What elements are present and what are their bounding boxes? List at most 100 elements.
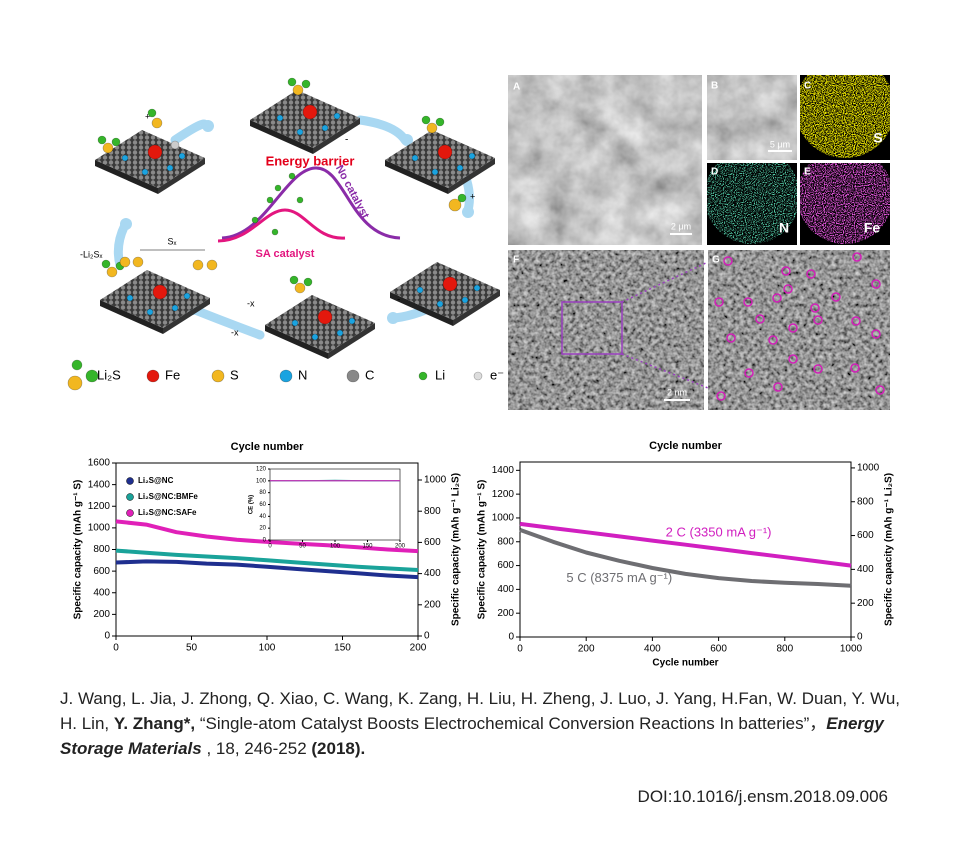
legend-label: S bbox=[230, 367, 239, 382]
legend-label: Li₂S@NC:SAFe bbox=[138, 508, 197, 517]
y-tick-label: 600 bbox=[497, 560, 514, 571]
single-atom-marker bbox=[743, 297, 753, 307]
atom bbox=[102, 142, 114, 154]
schematic: Li₂S Fe S N C Li e⁻ bbox=[67, 77, 504, 391]
sheet-edge bbox=[100, 300, 163, 334]
scale-bar-label: 2 nm bbox=[667, 387, 687, 397]
series-line bbox=[115, 559, 419, 580]
atom bbox=[271, 228, 279, 236]
details: , 18, 246-252 bbox=[201, 739, 312, 758]
panel-label: D bbox=[711, 167, 718, 178]
element-label: S bbox=[873, 130, 882, 146]
step-label: - bbox=[345, 135, 348, 146]
step-label: + bbox=[470, 191, 475, 201]
y-tick-label: 120 bbox=[256, 467, 267, 473]
y-tick-label: 1600 bbox=[88, 458, 111, 469]
atom bbox=[411, 154, 419, 162]
atom bbox=[468, 152, 476, 160]
atom bbox=[437, 144, 453, 160]
year: (2018). bbox=[311, 739, 366, 758]
atom bbox=[121, 154, 129, 162]
single-atom-marker bbox=[723, 256, 733, 266]
y2-tick-label: 1000 bbox=[424, 475, 447, 486]
atom bbox=[85, 369, 99, 383]
atom bbox=[435, 117, 445, 127]
atom bbox=[152, 284, 168, 300]
panel-e-map bbox=[800, 163, 890, 244]
cycle-arrow bbox=[170, 119, 210, 145]
minus-li2sx: -Li₂Sₓ bbox=[80, 249, 102, 259]
atom bbox=[183, 292, 191, 300]
plot-frame bbox=[269, 468, 401, 541]
sheet-edge bbox=[95, 160, 158, 194]
sa-catalyst-curve bbox=[217, 208, 346, 243]
single-atom-marker bbox=[755, 314, 765, 324]
atom bbox=[178, 152, 186, 160]
atom bbox=[166, 164, 174, 172]
scale-bar-label: 2 μm bbox=[671, 221, 691, 231]
y-tick-label: 20 bbox=[259, 526, 266, 532]
single-atom-marker bbox=[726, 333, 736, 343]
authors: J. Wang, L. Jia, J. Zhong, Q. Xiao, C. W… bbox=[60, 689, 901, 733]
atom bbox=[206, 259, 218, 271]
y-tick-label: 100 bbox=[256, 478, 267, 484]
atom bbox=[171, 304, 179, 312]
atom bbox=[71, 359, 83, 371]
atom bbox=[431, 168, 439, 176]
atom bbox=[321, 124, 329, 132]
arrow-head bbox=[401, 134, 413, 146]
atom bbox=[296, 128, 304, 136]
x-tick-label: 400 bbox=[644, 644, 661, 655]
atom bbox=[288, 172, 296, 180]
y2-tick-label: 600 bbox=[857, 530, 874, 541]
atom bbox=[456, 164, 464, 172]
atom bbox=[317, 309, 333, 325]
charts: 0 50 100 150 2000200400600800100012001400160… bbox=[73, 440, 895, 669]
y-tick-label: 200 bbox=[93, 609, 110, 620]
y2-tick-label: 600 bbox=[424, 537, 441, 548]
series-line bbox=[115, 519, 419, 554]
y-axis-label: CE (%) bbox=[249, 495, 255, 514]
sheet-edge bbox=[453, 290, 500, 326]
graphene-sheet bbox=[100, 270, 210, 328]
atom bbox=[151, 117, 163, 129]
single-atom-marker bbox=[851, 316, 861, 326]
x-tick-label: 50 bbox=[299, 544, 306, 550]
zoom-line bbox=[621, 261, 709, 303]
y2-tick-label: 200 bbox=[857, 598, 874, 609]
y-tick-label: 200 bbox=[497, 608, 514, 619]
atom bbox=[97, 135, 107, 145]
panel-b-image bbox=[707, 75, 797, 160]
y2-axis-label: Specific capacity (mAh g⁻¹ Li₂S) bbox=[884, 473, 895, 626]
sheet-edge bbox=[313, 118, 360, 154]
panel-d-map bbox=[707, 163, 797, 244]
series-line bbox=[519, 521, 852, 568]
panel-c-map bbox=[800, 75, 890, 158]
legend-marker bbox=[126, 509, 134, 517]
single-atom-marker bbox=[781, 266, 791, 276]
atom bbox=[101, 259, 111, 269]
axis-title-top: Cycle number bbox=[649, 440, 722, 452]
atom bbox=[426, 122, 438, 134]
x-tick-label: 200 bbox=[578, 644, 595, 655]
x-tick-label: 150 bbox=[362, 544, 373, 550]
atom bbox=[146, 308, 154, 316]
legend-label: Fe bbox=[165, 367, 180, 382]
single-atom-marker bbox=[852, 252, 862, 262]
atom bbox=[170, 140, 180, 150]
graphene-sheet bbox=[390, 262, 500, 320]
plot-frame bbox=[519, 461, 852, 638]
panel-g-image bbox=[708, 250, 890, 410]
single-atom-marker bbox=[871, 329, 881, 339]
zoom-box bbox=[561, 301, 623, 355]
legend-label: Li₂S@NC bbox=[138, 476, 174, 485]
x-tick-label: 1000 bbox=[840, 644, 863, 655]
legend-marker bbox=[126, 477, 134, 485]
element-label: N bbox=[779, 220, 789, 236]
x-tick-label: 800 bbox=[776, 644, 793, 655]
atom bbox=[266, 196, 274, 204]
x-axis-label: Cycle number bbox=[652, 658, 718, 669]
atom bbox=[279, 369, 293, 383]
panel-label: G bbox=[712, 255, 720, 266]
no-catalyst-curve bbox=[221, 166, 401, 240]
